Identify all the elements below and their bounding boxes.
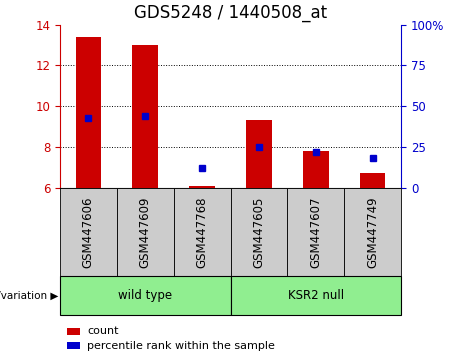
Bar [67,328,80,335]
Bar [303,151,329,188]
Text: percentile rank within the sample: percentile rank within the sample [87,341,275,350]
Text: GSM447768: GSM447768 [195,196,208,268]
FancyBboxPatch shape [60,276,230,315]
FancyBboxPatch shape [230,188,287,276]
Bar [360,173,385,188]
FancyBboxPatch shape [344,188,401,276]
Title: GDS5248 / 1440508_at: GDS5248 / 1440508_at [134,4,327,22]
FancyBboxPatch shape [230,276,401,315]
Bar [246,120,272,188]
Bar [67,342,80,349]
Text: GSM447606: GSM447606 [82,196,95,268]
Text: GSM447609: GSM447609 [139,196,152,268]
Bar [132,45,158,188]
Text: GSM447605: GSM447605 [253,196,266,268]
FancyBboxPatch shape [174,188,230,276]
Text: wild type: wild type [118,289,172,302]
Text: genotype/variation ▶: genotype/variation ▶ [0,291,59,301]
FancyBboxPatch shape [117,188,174,276]
Text: GSM447749: GSM447749 [366,196,379,268]
Text: KSR2 null: KSR2 null [288,289,344,302]
FancyBboxPatch shape [60,188,117,276]
FancyBboxPatch shape [287,188,344,276]
Bar [76,37,101,188]
Text: count: count [87,326,119,336]
Text: GSM447607: GSM447607 [309,196,322,268]
Bar [189,185,215,188]
